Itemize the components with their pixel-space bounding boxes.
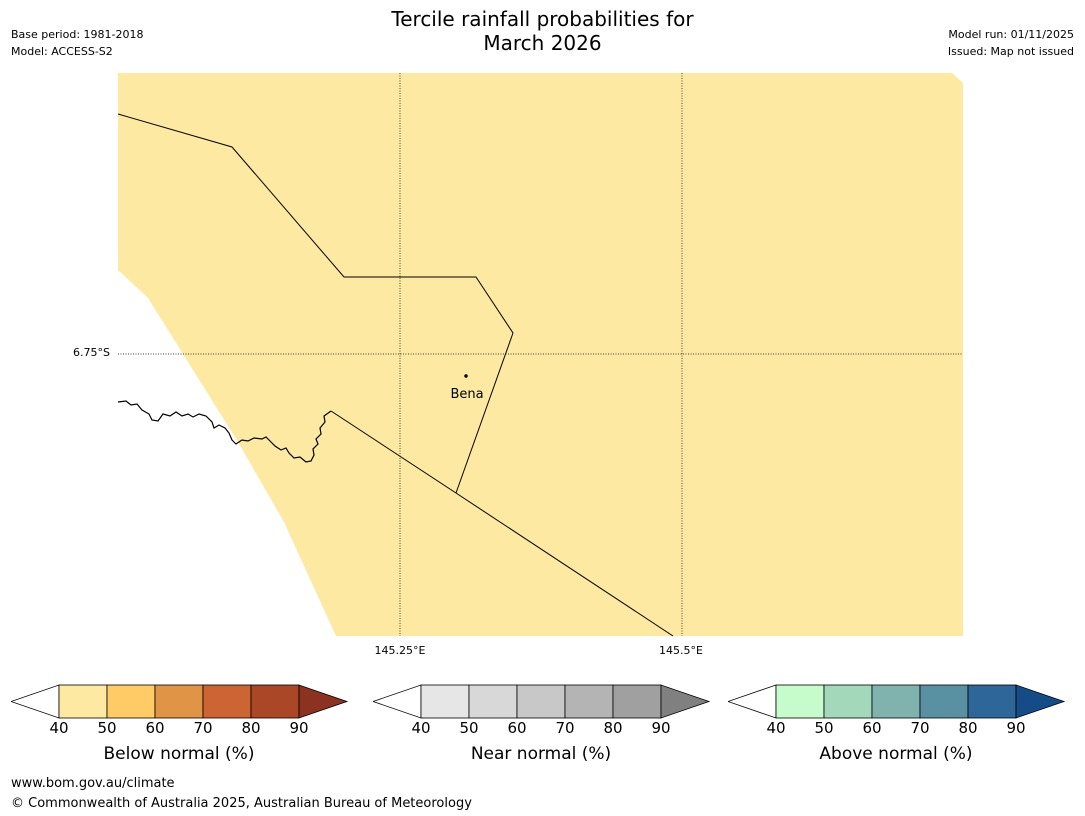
- near-colorbar-tick: 50: [459, 719, 479, 737]
- title-line-1: Tercile rainfall probabilities for: [391, 7, 694, 31]
- above-colorbar-tick: 40: [766, 719, 786, 737]
- place-marker-dot: [464, 374, 468, 378]
- near-colorbar-bin-60: [516, 684, 566, 719]
- below-colorbar-bin-70: [202, 684, 252, 719]
- near-colorbar-extend-high: [660, 684, 711, 719]
- below-colorbar-tick: 90: [289, 719, 309, 737]
- near-colorbar-tick: 60: [507, 719, 527, 737]
- below-normal-colorbar: [11, 684, 349, 719]
- near-colorbar-extend-low: [373, 684, 422, 719]
- above-colorbar-tick: 70: [910, 719, 930, 737]
- map-canvas: [117, 73, 963, 637]
- below-colorbar-extend-high: [298, 684, 349, 719]
- footer-copyright: © Commonwealth of Australia 2025, Austra…: [11, 796, 472, 811]
- above-colorbar-tick: 90: [1006, 719, 1026, 737]
- below-colorbar-tick: 50: [97, 719, 117, 737]
- below-colorbar-tick: 40: [49, 719, 69, 737]
- longitude-label-1: 145.25°E: [374, 644, 426, 657]
- district-boundary-south: [330, 410, 674, 637]
- below-colorbar-bin-50: [106, 684, 156, 719]
- near-colorbar-tick: 70: [555, 719, 575, 737]
- below-colorbar-bin-80: [250, 684, 300, 719]
- footer: www.bom.gov.au/climate © Commonwealth of…: [11, 774, 472, 814]
- above-normal-colorbar-label: Above normal (%): [819, 744, 973, 764]
- below-colorbar-tick: 60: [145, 719, 165, 737]
- near-colorbar-bin-80: [612, 684, 662, 719]
- above-colorbar-bin-80: [967, 684, 1017, 719]
- below-colorbar-extend-low: [11, 684, 60, 719]
- below-normal-colorbar-label: Below normal (%): [103, 744, 255, 764]
- near-normal-colorbar-label: Near normal (%): [470, 744, 612, 764]
- near-colorbar-tick: 90: [651, 719, 671, 737]
- below-colorbar-bin-40: [58, 684, 108, 719]
- title-line-2: March 2026: [483, 31, 602, 55]
- longitude-label-2: 145.5°E: [659, 644, 703, 657]
- above-colorbar-bin-40: [775, 684, 825, 719]
- above-colorbar-tick: 80: [958, 719, 978, 737]
- above-colorbar-extend-high: [1015, 684, 1066, 719]
- below-colorbar-tick: 80: [241, 719, 261, 737]
- meta-left: Base period: 1981-2018 Model: ACCESS-S2: [11, 26, 143, 60]
- near-colorbar-tick: 40: [411, 719, 431, 737]
- below-colorbar-bin-60: [154, 684, 204, 719]
- district-boundary-north: [117, 113, 514, 494]
- model-name: Model: ACCESS-S2: [11, 45, 113, 58]
- above-colorbar-bin-70: [919, 684, 969, 719]
- below-colorbar-tick: 70: [193, 719, 213, 737]
- meta-right: Model run: 01/11/2025 Issued: Map not is…: [948, 26, 1074, 60]
- near-colorbar-bin-70: [564, 684, 614, 719]
- footer-url[interactable]: www.bom.gov.au/climate: [11, 776, 175, 791]
- above-colorbar-tick: 50: [814, 719, 834, 737]
- near-normal-colorbar: [373, 684, 711, 719]
- latitude-label: 6.75°S: [73, 346, 110, 359]
- near-colorbar-bin-40: [420, 684, 470, 719]
- base-period: Base period: 1981-2018: [11, 28, 144, 41]
- probability-fill: [118, 73, 963, 636]
- near-colorbar-tick: 80: [603, 719, 623, 737]
- map-title: Tercile rainfall probabilities for March…: [300, 7, 785, 55]
- above-colorbar-tick: 60: [862, 719, 882, 737]
- above-normal-colorbar: [728, 684, 1066, 719]
- above-colorbar-bin-50: [823, 684, 873, 719]
- model-run: Model run: 01/11/2025: [948, 28, 1074, 41]
- near-colorbar-bin-50: [468, 684, 518, 719]
- issued-status: Issued: Map not issued: [947, 45, 1074, 58]
- above-colorbar-extend-low: [728, 684, 777, 719]
- coastline: [117, 400, 332, 463]
- above-colorbar-bin-60: [871, 684, 921, 719]
- place-label: Bena: [450, 387, 484, 402]
